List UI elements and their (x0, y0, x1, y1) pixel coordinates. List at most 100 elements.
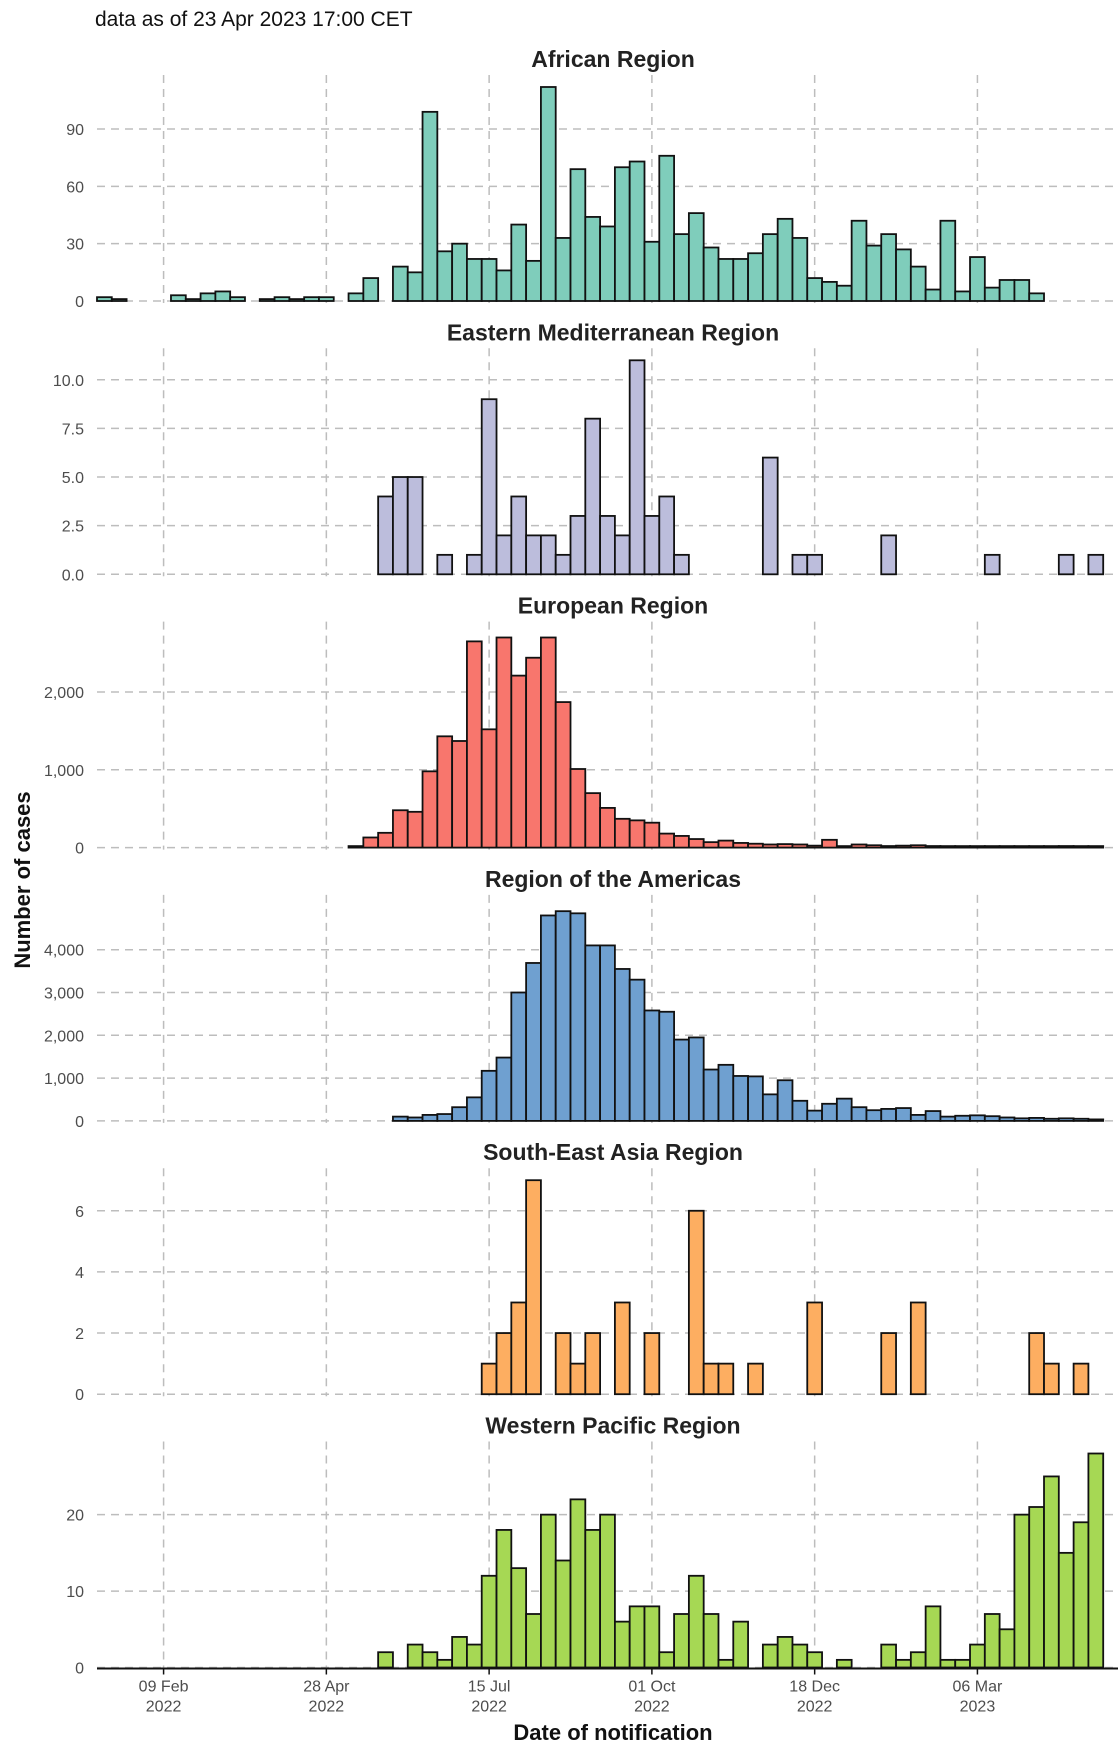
bar (702, 1362, 720, 1396)
bar (525, 1179, 542, 1396)
bar (643, 515, 661, 576)
bar (732, 258, 749, 302)
bar (510, 1301, 528, 1396)
y-tick-label: 10 (66, 1584, 84, 1601)
bar (998, 1116, 1016, 1122)
bar (1072, 1521, 1090, 1669)
y-tick-label: 90 (66, 122, 84, 139)
bar (939, 1115, 957, 1122)
bar (406, 1116, 424, 1122)
bar (717, 1658, 735, 1669)
bar (983, 1613, 1001, 1669)
y-tick-label: 2,000 (44, 1028, 84, 1045)
bar (613, 968, 631, 1122)
x-tick-label: 18 Dec (789, 1679, 840, 1696)
bar (229, 296, 246, 302)
bar (702, 1068, 720, 1122)
bar (673, 835, 690, 849)
bar (761, 1093, 779, 1122)
bar (584, 216, 602, 302)
bar (658, 154, 675, 302)
bar (835, 845, 853, 849)
bar (525, 1613, 542, 1669)
bar (480, 1069, 498, 1122)
bar (880, 233, 897, 302)
bar (865, 1109, 883, 1122)
x-tick-label-year: 2022 (146, 1699, 182, 1716)
panel-title: African Region (531, 46, 695, 72)
panel-title: Eastern Mediterranean Region (447, 319, 779, 345)
x-tick-label: 15 Jul (468, 1679, 511, 1696)
bar (436, 735, 454, 849)
panel-4: 0 1,000 2,000 3,000 4,000 Region of the Ameri… (44, 866, 1118, 1131)
bar (791, 1099, 809, 1122)
bar (1072, 1362, 1090, 1396)
bar (732, 842, 749, 849)
y-tick-label: 1,000 (44, 1071, 84, 1088)
bar (1043, 845, 1060, 849)
bar (1028, 1117, 1045, 1122)
bar (998, 279, 1016, 302)
bar (732, 1620, 749, 1669)
bar (436, 1658, 454, 1669)
bar (1028, 292, 1045, 302)
bar (806, 1301, 823, 1396)
bar (569, 1498, 587, 1669)
bar (983, 553, 1001, 576)
bar (702, 841, 720, 849)
bar (969, 256, 986, 302)
bar (288, 298, 306, 302)
bar (776, 1636, 794, 1669)
bar (613, 1301, 631, 1396)
bar (362, 277, 380, 302)
bar (835, 284, 853, 302)
bar (791, 553, 809, 576)
bar (821, 1102, 838, 1122)
bar (554, 1559, 572, 1669)
bar (895, 844, 912, 849)
bar (909, 265, 927, 302)
y-tick-label: 2,000 (44, 685, 84, 702)
bar (673, 1613, 690, 1669)
bar (791, 1643, 809, 1669)
y-tick-label: 10.0 (53, 373, 84, 390)
bar (761, 233, 779, 302)
bar (392, 809, 409, 849)
bar (791, 843, 809, 849)
bar (436, 1113, 454, 1122)
bar (850, 219, 868, 302)
bar (643, 240, 661, 302)
bar (998, 845, 1016, 849)
bar (1072, 845, 1090, 849)
bar (569, 168, 587, 302)
bar (613, 1620, 631, 1669)
bar (599, 515, 616, 576)
bar (969, 845, 986, 849)
bar (924, 845, 942, 849)
bar (850, 843, 868, 849)
bar (421, 110, 439, 302)
bar (1013, 1117, 1031, 1122)
bar (510, 223, 528, 302)
y-tick-label: 20 (66, 1508, 84, 1525)
bar (377, 831, 394, 849)
bar (525, 656, 542, 849)
y-tick-label: 60 (66, 179, 84, 196)
bar (540, 1513, 557, 1669)
bar (658, 832, 675, 849)
panel-1: 0 30 60 90 African Region (66, 46, 1118, 311)
x-tick-label-year: 2022 (634, 1699, 670, 1716)
bar (569, 912, 587, 1122)
bar (1013, 845, 1031, 849)
bar (628, 1605, 646, 1669)
bar (939, 845, 957, 849)
bar (776, 843, 794, 849)
bar (1087, 553, 1105, 576)
y-tick-label: 4,000 (44, 943, 84, 960)
y-tick-label: 0 (75, 1114, 84, 1131)
bar (273, 296, 291, 302)
bar (717, 258, 735, 302)
bar (806, 1109, 823, 1122)
bar (584, 417, 602, 576)
